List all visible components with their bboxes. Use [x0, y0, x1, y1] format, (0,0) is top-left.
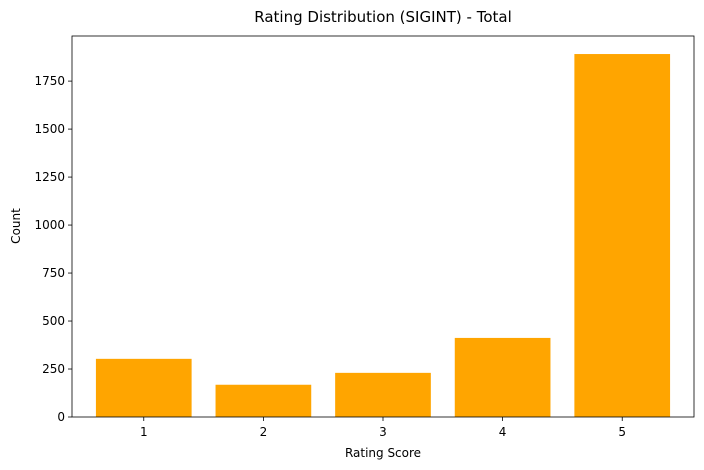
- x-tick-label: 3: [379, 425, 387, 439]
- y-axis-ticks: 0 250 500 750 1000 1250 1500 1750: [34, 74, 72, 424]
- y-axis-label: Count: [9, 208, 23, 244]
- y-tick-label: 0: [57, 410, 65, 424]
- plot-frame: [71, 35, 695, 418]
- y-tick-label: 500: [42, 314, 65, 328]
- x-tick-label: 5: [618, 425, 626, 439]
- x-axis-label: Rating Score: [345, 446, 421, 460]
- y-tick-label: 1750: [34, 74, 65, 88]
- x-tick-label: 1: [140, 425, 148, 439]
- x-axis-ticks: 1 2 3 4 5: [140, 417, 626, 439]
- bar-5: [574, 54, 671, 417]
- y-tick-label: 250: [42, 362, 65, 376]
- bars-group: [95, 54, 671, 417]
- bar-2: [215, 384, 312, 417]
- y-tick-label: 1250: [34, 170, 65, 184]
- bar-3: [335, 372, 431, 417]
- bar-1: [95, 358, 192, 417]
- bar-4: [454, 337, 551, 417]
- x-tick-label: 4: [499, 425, 507, 439]
- y-tick-label: 750: [42, 266, 65, 280]
- y-tick-label: 1500: [34, 122, 65, 136]
- x-tick-label: 2: [260, 425, 268, 439]
- chart-title: Rating Distribution (SIGINT) - Total: [254, 8, 511, 26]
- y-tick-label: 1000: [34, 218, 65, 232]
